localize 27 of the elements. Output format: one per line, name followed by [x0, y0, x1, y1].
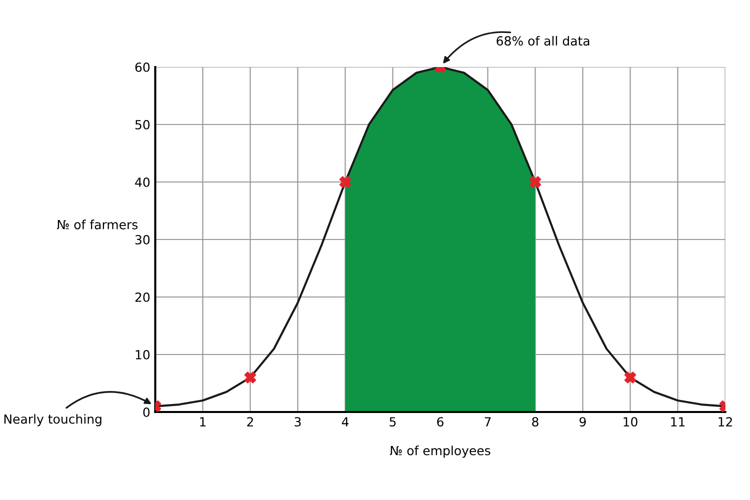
- point: [244, 372, 256, 384]
- point: [529, 176, 542, 188]
- point: [339, 176, 352, 188]
- x-tick-label: 10: [624, 417, 638, 427]
- y-axis-title: № of farmers: [56, 220, 138, 230]
- point: [624, 372, 636, 384]
- x-tick-label: 8: [532, 417, 538, 427]
- y-tick-label: 20: [135, 292, 150, 302]
- x-tick-label: 5: [390, 417, 396, 427]
- x-tick-label: 12: [718, 417, 732, 426]
- y-tick-label: 40: [135, 177, 150, 187]
- x-tick-label: 1: [200, 417, 206, 426]
- x-tick-label: 11: [671, 417, 685, 426]
- y-tick-label: 30: [135, 234, 150, 244]
- x-tick-label: 3: [294, 417, 301, 427]
- annotation: Nearly touching: [4, 414, 102, 426]
- x-axis-title: № of employees: [390, 446, 490, 458]
- y-tick-label: 60: [135, 62, 150, 72]
- x-tick-label: 6: [437, 417, 444, 427]
- y-tick-label: 50: [135, 120, 150, 130]
- x-tick-label: 7: [484, 417, 491, 426]
- x-tick-label: 2: [247, 417, 253, 426]
- x-tick-label: 9: [580, 417, 586, 427]
- y-tick-label: 0: [143, 407, 150, 417]
- x-tick-label: 4: [342, 417, 349, 426]
- annotation: 68% of all data: [496, 36, 590, 46]
- y-tick-label: 10: [136, 350, 150, 360]
